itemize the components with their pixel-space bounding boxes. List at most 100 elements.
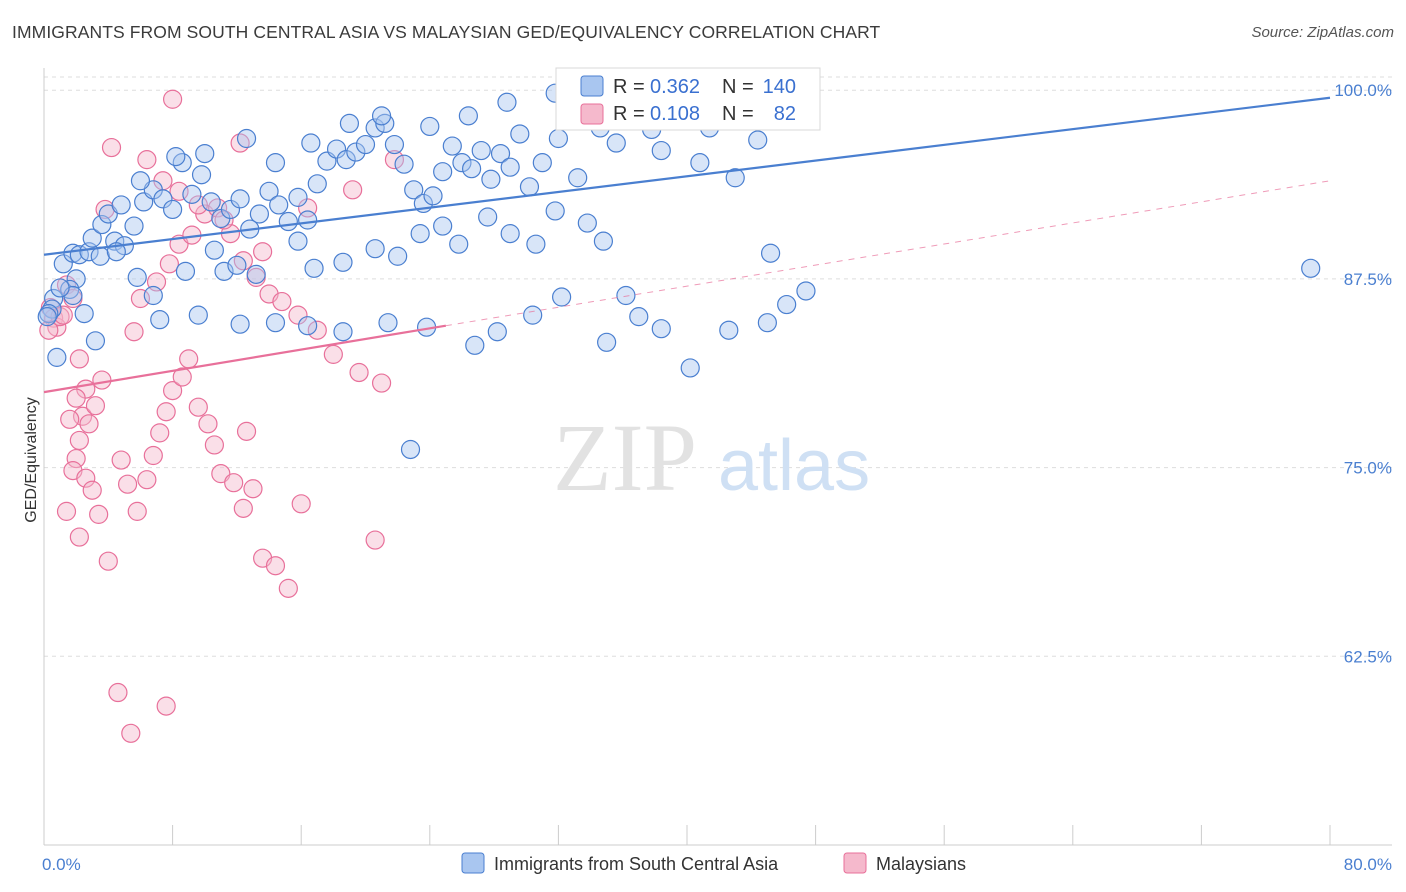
immigrants-point xyxy=(66,269,86,289)
immigrants-point xyxy=(458,106,478,126)
immigrants-point xyxy=(725,168,745,188)
immigrants-point xyxy=(304,258,324,278)
malaysians-point xyxy=(272,291,292,312)
malaysians-point xyxy=(66,388,86,408)
immigrants-point xyxy=(298,316,318,336)
immigrants-point xyxy=(259,181,279,201)
malaysians-point xyxy=(127,501,147,521)
immigrants-point xyxy=(452,153,472,173)
immigrants-point xyxy=(47,347,67,367)
malaysians-point xyxy=(179,349,199,369)
malaysians-point xyxy=(243,479,263,499)
immigrants-point xyxy=(188,305,208,325)
immigrants-point xyxy=(195,143,215,164)
malaysians-point xyxy=(111,450,131,470)
malaysians-point xyxy=(69,349,89,369)
immigrants-point xyxy=(50,278,70,298)
immigrants-point xyxy=(220,199,241,220)
malaysians-trend-line xyxy=(43,324,447,394)
malaysians-point xyxy=(291,494,311,514)
immigrants-point xyxy=(333,252,353,272)
y-tick-label: 62.5% xyxy=(1344,647,1392,666)
malaysians-point xyxy=(198,414,218,434)
immigrants-point xyxy=(246,264,266,284)
immigrants-point xyxy=(336,150,356,170)
immigrants-point xyxy=(616,285,636,306)
legend-item-swatch-blue xyxy=(461,852,485,874)
immigrants-point xyxy=(532,153,552,173)
malaysians-point xyxy=(156,696,176,716)
y-axis-title: GED/Equivalency xyxy=(23,397,40,522)
malaysians-point xyxy=(121,723,141,743)
malaysians-point xyxy=(89,504,109,524)
immigrants-point xyxy=(163,199,183,220)
malaysians-point xyxy=(159,254,179,274)
axes xyxy=(43,68,1392,846)
immigrants-point xyxy=(757,313,777,333)
immigrants-point xyxy=(420,116,440,137)
x-tick-label-max: 80.0% xyxy=(1344,855,1392,874)
immigrants-point xyxy=(552,287,572,307)
legend-swatch-blue xyxy=(580,75,604,97)
immigrants-point xyxy=(748,130,768,150)
malaysians-point xyxy=(101,137,122,158)
malaysians-point xyxy=(66,448,86,469)
watermark-zip: ZIP xyxy=(553,404,697,511)
immigrants-point xyxy=(230,189,250,209)
legend-swatch-pink xyxy=(580,103,604,125)
malaysians-point xyxy=(76,468,96,488)
legend-r-value-2: 0.108 xyxy=(650,103,700,125)
immigrants-point xyxy=(111,195,131,215)
malaysians-point xyxy=(233,498,253,518)
malaysians-point xyxy=(163,89,183,109)
immigrants-point xyxy=(400,439,421,460)
immigrants-trend-line xyxy=(43,96,1331,256)
immigrants-point xyxy=(606,133,626,153)
immigrants-point xyxy=(423,186,443,206)
immigrants-point xyxy=(288,187,308,207)
immigrants-point xyxy=(191,165,212,185)
immigrants-point xyxy=(175,261,196,281)
trend-lines xyxy=(43,96,1331,394)
immigrants-point xyxy=(545,201,565,221)
immigrants-point xyxy=(227,255,247,275)
immigrants-point xyxy=(265,153,286,173)
immigrants-point xyxy=(143,285,163,306)
immigrants-point xyxy=(204,240,224,260)
legend-n-value-2: 82 xyxy=(774,103,796,125)
immigrants-point xyxy=(384,134,405,155)
immigrants-point xyxy=(471,140,491,161)
correlation-legend: R = 0.362 N = 140 R = 0.108 N = 82 xyxy=(555,67,821,131)
immigrants-point xyxy=(433,216,453,236)
immigrants-points xyxy=(37,83,1321,460)
malaysians-point xyxy=(349,362,369,383)
malaysians-point xyxy=(365,530,385,550)
immigrants-point xyxy=(651,319,671,339)
immigrants-point xyxy=(365,118,385,138)
immigrants-point xyxy=(577,213,597,233)
immigrants-point xyxy=(333,322,353,342)
y-tick-label: 100.0% xyxy=(1334,81,1392,100)
immigrants-point xyxy=(500,224,520,244)
malaysians-point xyxy=(143,445,163,466)
immigrants-point xyxy=(378,313,398,333)
malaysians-point xyxy=(163,381,183,401)
immigrants-point xyxy=(449,234,469,254)
malaysians-point xyxy=(323,344,343,364)
malaysians-point xyxy=(371,373,392,393)
immigrants-point xyxy=(150,310,170,330)
immigrants-point xyxy=(74,304,94,324)
malaysians-point xyxy=(384,150,405,170)
malaysians-point xyxy=(188,397,208,417)
immigrants-point xyxy=(490,143,511,164)
immigrants-point xyxy=(236,128,257,149)
immigrants-point xyxy=(478,207,498,227)
malaysians-point xyxy=(137,150,157,170)
y-tick-labels: 62.5% 75.0% 87.5% 100.0% xyxy=(1334,81,1392,666)
immigrants-point xyxy=(90,246,110,266)
legend-item-swatch-pink xyxy=(843,852,867,874)
immigrants-point xyxy=(500,157,520,177)
watermark-atlas: atlas xyxy=(718,426,870,506)
immigrants-point xyxy=(394,154,414,174)
